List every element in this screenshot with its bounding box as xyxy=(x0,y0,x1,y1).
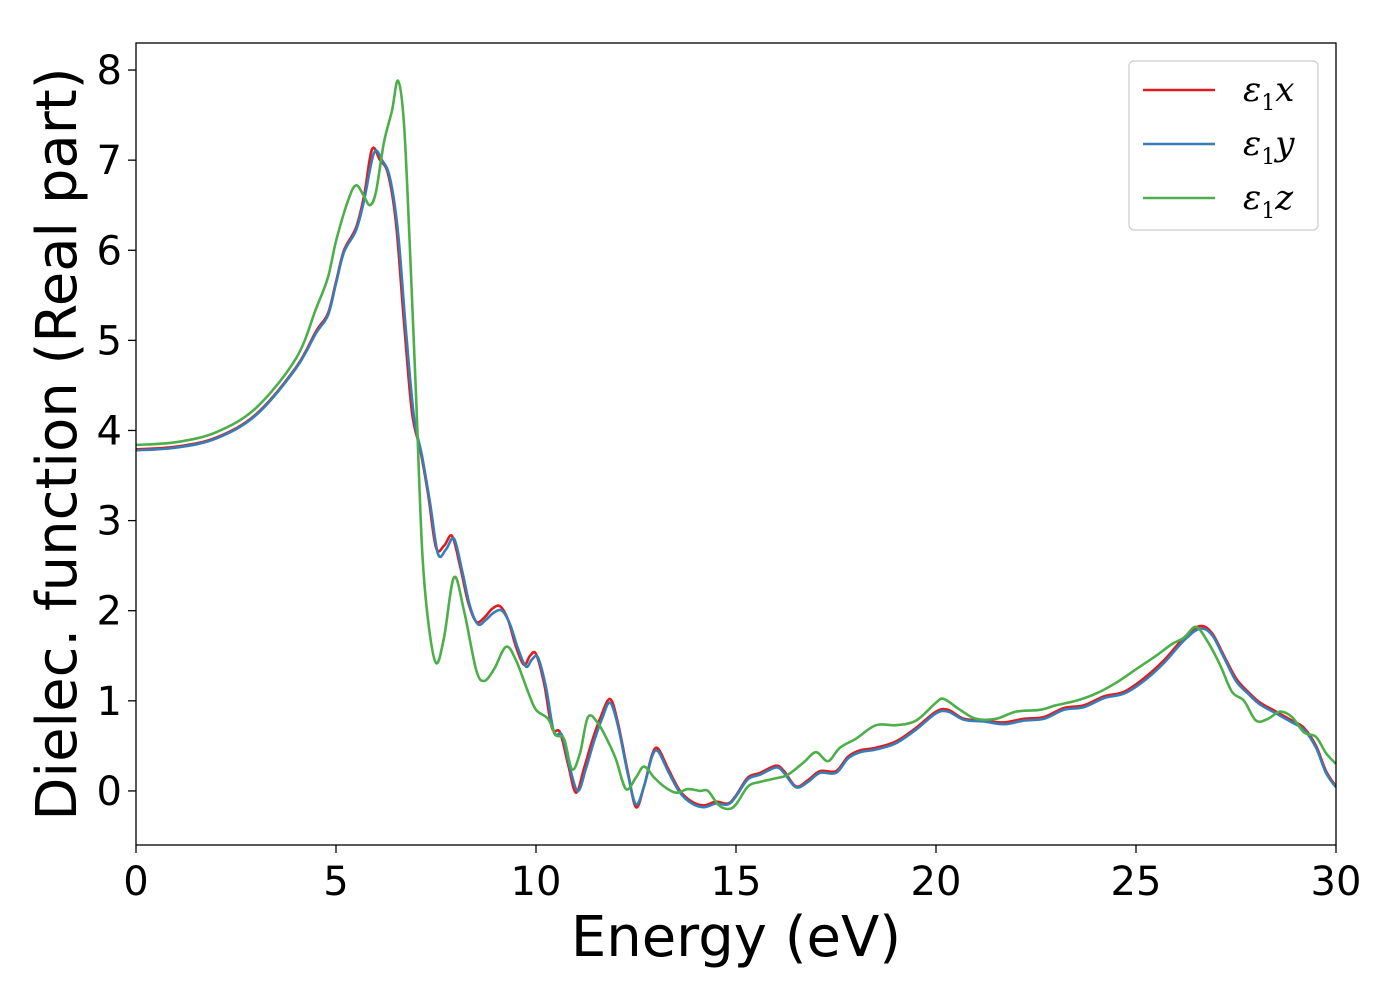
y-tick-label: 6 xyxy=(97,228,122,274)
x-tick-label: 10 xyxy=(511,859,562,905)
series-line-x xyxy=(136,146,1336,809)
y-tick-label: 1 xyxy=(97,679,122,725)
legend-component: x xyxy=(1275,70,1294,110)
legend-component: z xyxy=(1274,178,1294,218)
x-tick-label: 20 xyxy=(911,859,962,905)
y-axis-label: Dielec. function (Real part) xyxy=(25,67,90,820)
legend-item-z: ε1z xyxy=(1143,178,1294,224)
legend-subscript: 1 xyxy=(1261,199,1275,224)
y-tick-label: 2 xyxy=(97,589,122,635)
legend-symbol: ε xyxy=(1243,124,1261,164)
legend-symbol: ε xyxy=(1243,70,1261,110)
x-axis-label: Energy (eV) xyxy=(571,905,901,970)
x-axis-ticks: 0 5 10 15 20 25 30 xyxy=(123,845,1361,905)
legend-symbol: ε xyxy=(1243,178,1261,218)
y-tick-label: 0 xyxy=(97,769,122,815)
y-axis-ticks: 0 1 2 3 4 5 6 7 8 xyxy=(97,48,136,815)
x-tick-label: 0 xyxy=(123,859,148,905)
series-line-z xyxy=(136,79,1336,811)
y-tick-label: 3 xyxy=(97,499,122,545)
series-line-y xyxy=(136,149,1336,809)
legend-subscript: 1 xyxy=(1261,145,1275,170)
x-tick-label: 30 xyxy=(1311,859,1362,905)
y-tick-label: 5 xyxy=(97,318,122,364)
legend-label: ε1z xyxy=(1243,178,1294,224)
y-tick-label: 4 xyxy=(97,408,122,454)
legend-label: ε1y xyxy=(1243,124,1295,170)
y-tick-label: 8 xyxy=(97,48,122,94)
y-tick-label: 7 xyxy=(97,138,122,184)
x-tick-label: 25 xyxy=(1111,859,1162,905)
series-lines xyxy=(136,79,1336,811)
legend-component: y xyxy=(1273,124,1295,164)
legend-item-x: ε1x xyxy=(1143,70,1294,116)
legend-subscript: 1 xyxy=(1261,91,1275,116)
x-tick-label: 15 xyxy=(711,859,762,905)
x-tick-label: 5 xyxy=(323,859,348,905)
plot-frame xyxy=(135,42,1337,846)
legend-item-y: ε1y xyxy=(1143,124,1295,170)
legend-box xyxy=(1128,60,1319,231)
legend-label: ε1x xyxy=(1243,70,1294,116)
